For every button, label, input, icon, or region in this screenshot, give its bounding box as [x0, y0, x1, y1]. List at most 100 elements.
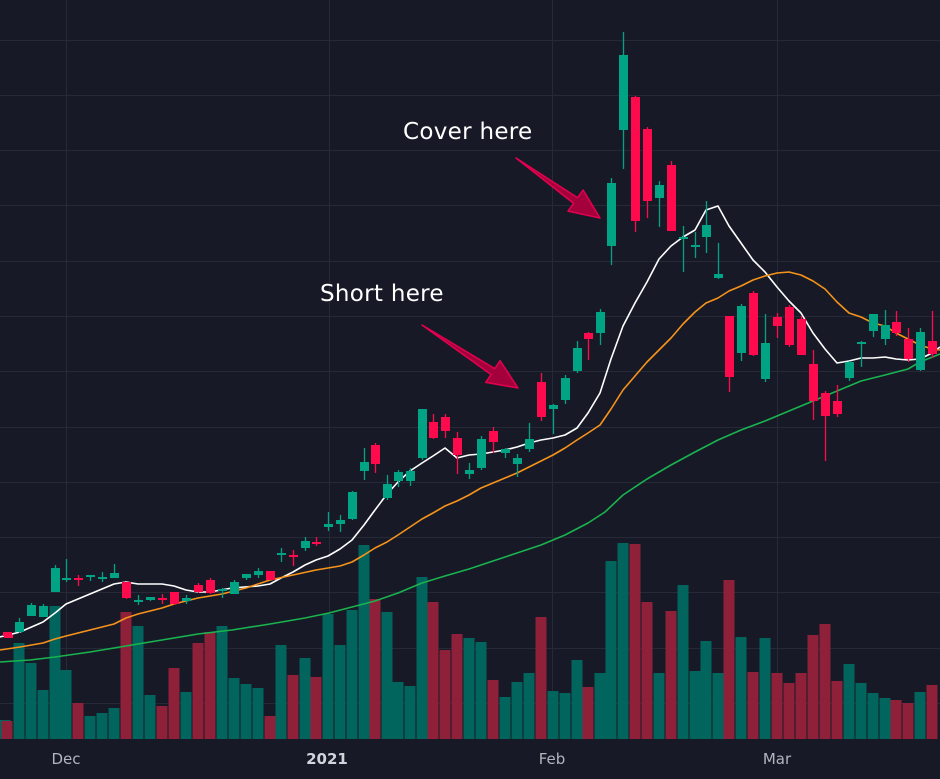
candle [394, 470, 403, 487]
ma_slow-line [0, 353, 940, 663]
volume-bar [108, 708, 120, 739]
annotation-short-here: Short here [320, 281, 444, 307]
volume-bar [168, 668, 180, 739]
candle-body [737, 306, 746, 353]
volume-bar [120, 612, 132, 739]
volume-bar [487, 680, 499, 739]
volume-bar [132, 626, 144, 739]
candle-body [797, 319, 806, 355]
candle-body [857, 342, 866, 344]
candle [643, 127, 652, 218]
candle-body [110, 573, 119, 578]
candle [371, 443, 380, 473]
candle-body [170, 592, 179, 604]
candle-body [4, 635, 13, 638]
annotation-cover-here: Cover here [403, 119, 533, 145]
volume-bar [712, 673, 724, 739]
candle-body [218, 589, 227, 591]
candle [51, 565, 60, 592]
candle [881, 310, 890, 345]
candle-body [51, 568, 60, 592]
candle-body [301, 541, 310, 548]
volume-bar [287, 675, 299, 739]
volume-bar [547, 691, 559, 739]
volume-bar [60, 670, 72, 739]
volume-bar [523, 673, 535, 739]
volume-bar [358, 545, 370, 739]
candle-body [691, 245, 700, 247]
volume-bar [700, 641, 712, 739]
candle [383, 475, 392, 500]
candle-body [98, 577, 107, 579]
candle-body [833, 401, 842, 414]
candle-body [809, 364, 818, 401]
volume-bar [156, 706, 168, 739]
volume-bar [795, 673, 807, 739]
candle [453, 432, 462, 474]
ma_mid-line [0, 271, 940, 651]
candle-body [607, 183, 616, 246]
candle-body [371, 445, 380, 464]
candle [714, 243, 723, 279]
candle [477, 436, 486, 470]
candle [691, 232, 700, 258]
candle-body [584, 333, 593, 339]
candle [797, 316, 806, 355]
volume-bar [404, 686, 416, 739]
candle [418, 409, 427, 460]
candle-body [230, 582, 239, 594]
candle-body [158, 598, 167, 600]
volume-bar [427, 602, 439, 739]
candle [277, 548, 286, 562]
x-tick-2021: 2021 [306, 750, 348, 768]
candle [242, 574, 251, 580]
candle [928, 311, 937, 358]
candle [86, 575, 95, 581]
volume-bar [819, 624, 831, 739]
candle [833, 385, 842, 417]
candle [3, 632, 12, 638]
candles [3, 32, 937, 638]
candle [194, 583, 203, 593]
candle-body [501, 449, 510, 453]
volume-bar [735, 637, 747, 739]
candle [596, 309, 605, 345]
candle [667, 161, 676, 231]
volume-bar [334, 645, 346, 739]
candle-body [122, 582, 131, 598]
candle [821, 391, 830, 461]
volume-bar [867, 693, 879, 739]
candle [857, 341, 866, 367]
candle-body [892, 322, 901, 333]
candle-body [785, 307, 794, 345]
candle-body [312, 542, 321, 544]
volume-bar [723, 580, 735, 739]
candle [324, 512, 333, 531]
volume-bar [72, 703, 84, 739]
volume-bar [381, 612, 393, 739]
candle [573, 341, 582, 373]
volume-bar [902, 703, 914, 739]
volume-bar [641, 602, 653, 739]
candle [725, 316, 734, 392]
candle [761, 314, 770, 382]
candle [206, 578, 215, 594]
candle-body [845, 362, 854, 378]
volume-bar [605, 561, 617, 739]
volume-bar [914, 692, 926, 739]
volume-bar [571, 660, 583, 739]
volume-bar [240, 684, 252, 739]
candle [218, 588, 227, 598]
volume-bar [759, 638, 771, 739]
candle-body [348, 492, 357, 519]
candle [916, 328, 925, 371]
volume-bar [747, 672, 759, 739]
candle [15, 618, 24, 633]
candle [230, 580, 239, 594]
volume-bar [369, 599, 381, 739]
volume-bars [0, 543, 938, 739]
candle-body [406, 471, 415, 481]
candle [289, 550, 298, 566]
